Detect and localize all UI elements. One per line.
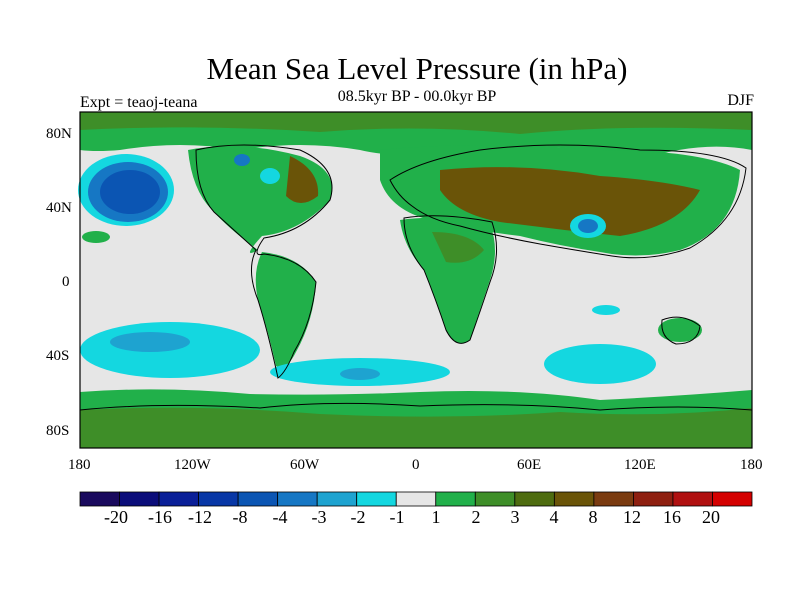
- australia-region: [658, 318, 702, 342]
- colorbar-label: 8: [589, 507, 598, 527]
- hudson-low: [260, 168, 280, 184]
- colorbar-label: 20: [702, 507, 720, 527]
- coastlines: [79, 144, 753, 411]
- south-pacific-low-core: [110, 332, 190, 352]
- lon-label-120w: 120W: [174, 457, 212, 473]
- colorbar-swatch: [553, 491, 595, 507]
- greenland-low: [234, 154, 250, 166]
- colorbar-labels: -20 -16 -12 -8 -4 -3 -2 -1 1 2 3 4 8 12 …: [104, 507, 720, 527]
- coastline-segment: [661, 316, 701, 345]
- map-frame: [79, 111, 753, 449]
- lon-label-180w: 180: [68, 457, 91, 473]
- lat-label-40n: 40N: [46, 200, 72, 216]
- colorbar-swatch: [277, 491, 318, 507]
- colorbar-label: -2: [351, 507, 366, 527]
- lon-label-120e: 120E: [624, 457, 656, 473]
- coastline-segment: [403, 215, 497, 344]
- colorbar-swatch: [237, 491, 279, 507]
- north-pacific-low-core: [100, 170, 160, 214]
- colorbar-label: 1: [432, 507, 441, 527]
- map-panel: [78, 111, 753, 449]
- season-label: DJF: [727, 92, 754, 109]
- colorbar-swatch: [474, 491, 516, 507]
- colorbar-label: -3: [312, 507, 327, 527]
- period-label: 08.5kyr BP - 00.0kyr BP: [337, 88, 497, 105]
- colorbar-label: 3: [511, 507, 520, 527]
- lat-label-40s: 40S: [46, 348, 69, 364]
- arctic-inner-band: [80, 112, 752, 134]
- colorbar-swatch: [316, 491, 358, 507]
- lat-label-80s: 80S: [46, 423, 69, 439]
- coastline-segment: [389, 144, 747, 259]
- colorbar-label: -12: [188, 507, 212, 527]
- colorbar-label: -16: [148, 507, 172, 527]
- chart-title: Mean Sea Level Pressure (in hPa): [206, 51, 628, 86]
- pressure-anomaly-field: [78, 112, 752, 448]
- colorbar-swatch: [198, 491, 239, 507]
- colorbar: [79, 491, 753, 507]
- south-atlantic-low-core: [340, 368, 380, 380]
- africa-positive: [432, 232, 484, 263]
- colorbar-label: 4: [550, 507, 559, 527]
- colorbar-swatch: [593, 491, 634, 507]
- colorbar-swatch: [395, 491, 437, 507]
- colorbar-swatch: [356, 491, 397, 507]
- coastline-segment: [195, 144, 333, 379]
- indian-ocean-low: [592, 305, 620, 315]
- lon-label-0: 0: [412, 457, 420, 473]
- colorbar-swatch: [712, 491, 753, 507]
- south-indian-low: [544, 344, 656, 384]
- north-america-positive: [286, 156, 319, 203]
- colorbar-label: -1: [390, 507, 405, 527]
- lon-label-60w: 60W: [290, 457, 320, 473]
- map-axes: 80N 40N 0 40S 80S 180 120W 60W 0 60E 120…: [46, 126, 763, 473]
- colorbar-swatch: [119, 491, 160, 507]
- colorbar-label: 16: [663, 507, 681, 527]
- experiment-label: Expt = teaoj-teana: [80, 94, 198, 111]
- eurasia-positive: [440, 167, 700, 236]
- southern-inner-band: [80, 407, 752, 448]
- colorbar-label: -8: [233, 507, 248, 527]
- lat-label-80n: 80N: [46, 126, 72, 142]
- colorbar-swatch: [633, 491, 674, 507]
- colorbar-swatch: [435, 491, 476, 507]
- lon-label-180e: 180: [740, 457, 763, 473]
- lon-label-60e: 60E: [517, 457, 541, 473]
- colorbar-swatch: [672, 491, 713, 507]
- colorbar-swatch: [158, 491, 199, 507]
- pacific-small-positive: [82, 231, 110, 243]
- colorbar-label: -20: [104, 507, 128, 527]
- tibet-low-core: [578, 219, 598, 233]
- coastline-segment: [79, 402, 753, 411]
- colorbar-swatch: [514, 491, 555, 507]
- colorbar-label: 2: [472, 507, 481, 527]
- colorbar-label: -4: [273, 507, 288, 527]
- colorbar-swatch: [79, 491, 120, 507]
- colorbar-label: 12: [623, 507, 641, 527]
- lat-label-0: 0: [62, 274, 70, 290]
